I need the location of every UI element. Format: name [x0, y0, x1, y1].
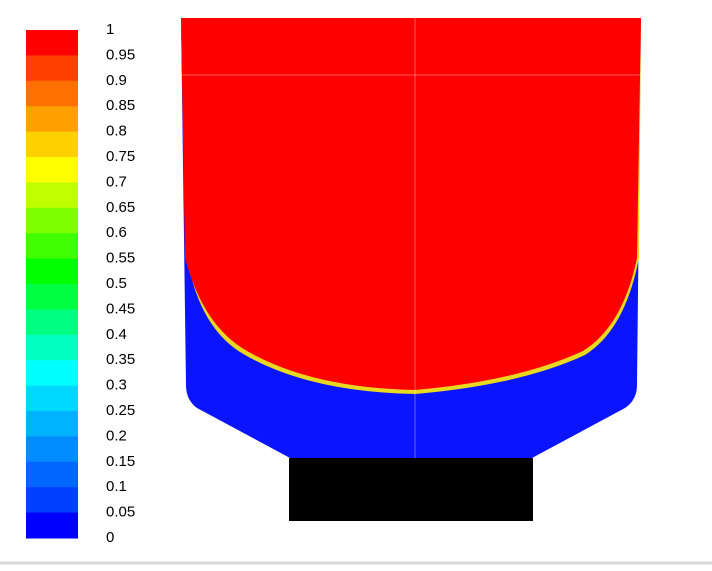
colorbar-band	[26, 131, 78, 158]
colorbar-label: 0.6	[106, 224, 127, 241]
colorbar-band	[26, 106, 78, 133]
colorbar-band	[26, 411, 78, 437]
colorbar-label: 0.65	[106, 199, 135, 216]
colorbar-band	[26, 258, 78, 285]
colorbar-label: 0.25	[106, 402, 135, 419]
colorbar-label: 0.85	[106, 97, 135, 114]
colorbar-label: 0.95	[106, 46, 135, 63]
colorbar-band	[26, 55, 78, 82]
colorbar-label: 0.35	[106, 351, 135, 368]
colorbar-band	[26, 182, 78, 209]
colorbar-label: 0.4	[106, 326, 127, 343]
colorbar-band	[26, 157, 78, 183]
colorbar-label: 0.5	[106, 275, 127, 292]
colorbar-label: 0.7	[106, 173, 127, 190]
colorbar-band	[26, 80, 78, 107]
colorbar-band	[26, 436, 78, 463]
colorbar-label: 0.55	[106, 250, 135, 267]
colorbar-label: 0.15	[106, 453, 135, 470]
colorbar-label: 0.8	[106, 123, 127, 140]
colorbar-label: 0.1	[106, 478, 127, 495]
colorbar-band	[26, 487, 78, 514]
colorbar-band	[26, 461, 78, 488]
outlet-block	[289, 458, 533, 521]
colorbar-band	[26, 233, 78, 260]
colorbar-label: 0.75	[106, 148, 135, 165]
colorbar-band	[26, 334, 78, 361]
colorbar: 1 0.95 0.9 0.85 0.8 0.75 0.7 0.65 0.6 0.55 0.5 0.45…	[26, 21, 135, 546]
colorbar-label: 0	[106, 529, 114, 546]
colorbar-band	[26, 385, 78, 412]
colorbar-band	[26, 284, 78, 310]
colorbar-label: 0.45	[106, 300, 135, 317]
colorbar-band	[26, 512, 78, 539]
colorbar-band	[26, 309, 78, 336]
colorbar-band	[26, 360, 78, 387]
colorbar-label: 0.2	[106, 427, 127, 444]
contour-field	[181, 18, 641, 521]
colorbar-band	[26, 207, 78, 234]
colorbar-label: 1	[106, 21, 114, 38]
colorbar-label: 0.3	[106, 377, 127, 394]
colorbar-band	[26, 30, 78, 56]
high-phase-region	[181, 18, 641, 390]
colorbar-label: 0.9	[106, 72, 127, 89]
colorbar-label: 0.05	[106, 504, 135, 521]
